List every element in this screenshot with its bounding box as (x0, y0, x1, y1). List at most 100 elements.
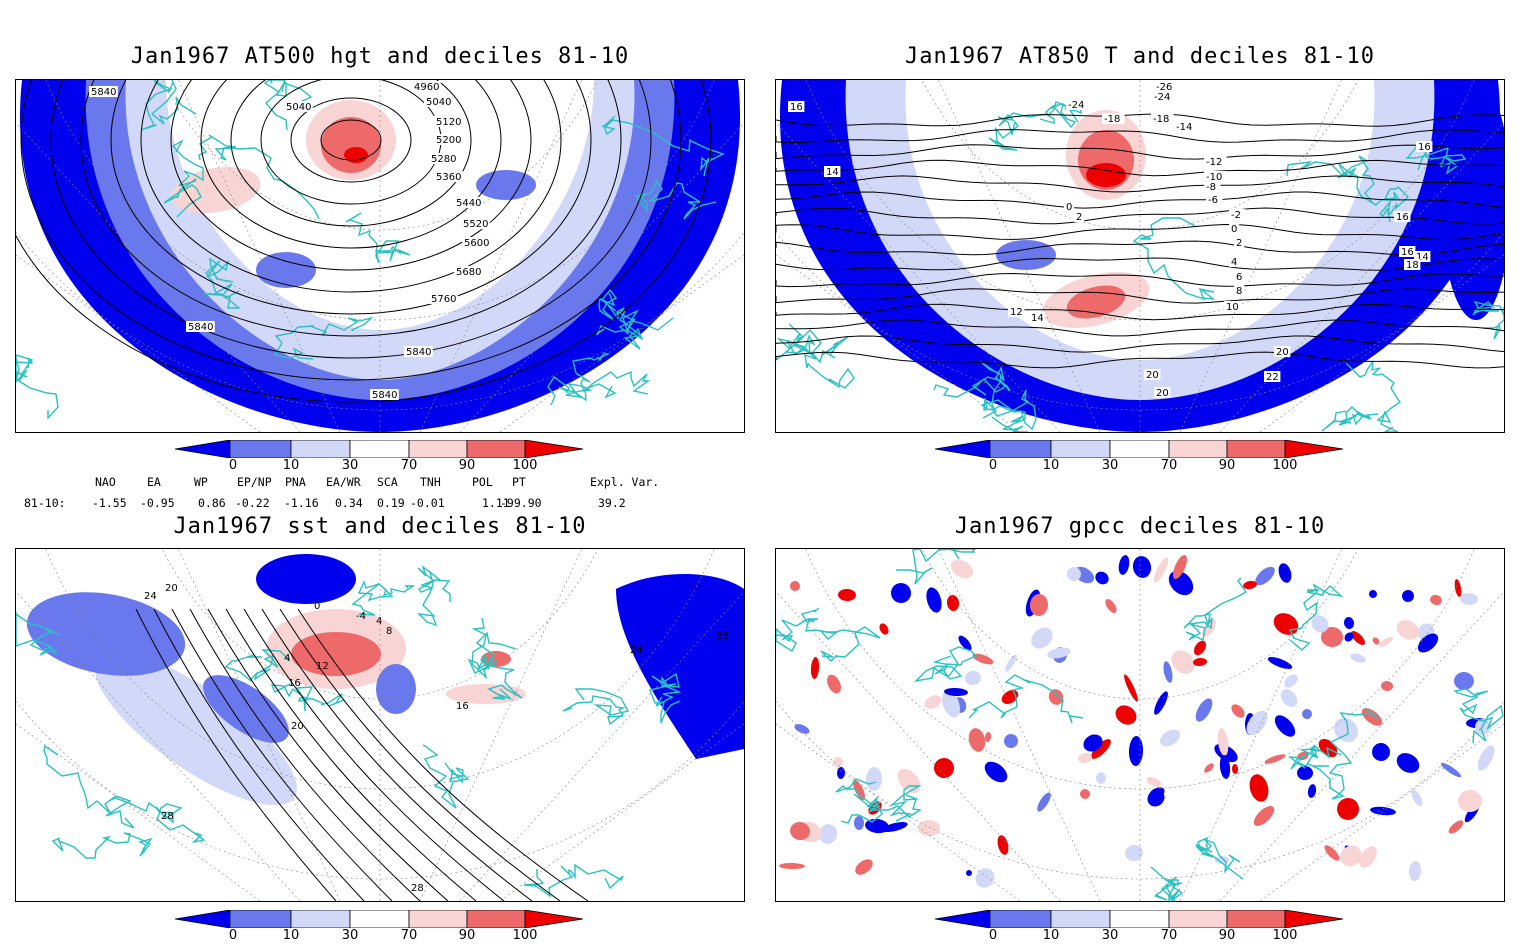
precip-decile-patch (1408, 861, 1422, 881)
precip-decile-patch (926, 587, 942, 613)
contour-label: 5600 (464, 238, 489, 249)
precip-decile-patch (1118, 555, 1130, 575)
precip-decile-patch (1475, 719, 1491, 735)
colorbar-tick-label: 100 (512, 458, 538, 473)
contour-label: 4 (1231, 257, 1237, 268)
meridian-line (178, 80, 341, 432)
parallel-line (805, 549, 1475, 790)
colorbar-swatch (1050, 909, 1111, 929)
precip-decile-patch (1454, 579, 1462, 597)
contour-label: 16 (1401, 247, 1414, 258)
precip-decile-patch (897, 768, 921, 794)
precip-decile-patch (1253, 805, 1275, 827)
contour-label-bg (1414, 251, 1431, 262)
coastline (467, 656, 523, 700)
precip-decile-patch (790, 581, 800, 591)
precip-decile-patch (1396, 620, 1420, 640)
precip-decile-patch (1430, 594, 1442, 606)
coastline (1286, 155, 1375, 203)
meridian-line (459, 591, 744, 901)
precip-decile-patch (833, 757, 843, 767)
contour-label-bg (1074, 211, 1085, 222)
height-contour (170, 80, 532, 271)
precip-decile-patch (1302, 709, 1312, 719)
contour-label-bg (370, 389, 399, 400)
precip-decile-patch (1477, 745, 1495, 771)
coastline (110, 797, 206, 844)
precip-decile-patch (1255, 566, 1275, 586)
index-header: EP/NP (237, 475, 272, 489)
decile-shading (203, 675, 289, 743)
precip-decile-patch (1029, 594, 1049, 616)
colorbar-swatch (408, 909, 468, 929)
contour-label: 20 (1146, 370, 1159, 381)
contour-line (776, 351, 1504, 369)
colorbar-swatches (174, 439, 584, 459)
contour-label-bg (404, 346, 433, 357)
contour-label: -18 (1104, 114, 1120, 125)
contour-line (776, 191, 1504, 209)
colorbar-tick-label: 0 (988, 928, 998, 943)
index-value: -0.01 (410, 496, 445, 510)
coastline (853, 785, 922, 822)
contour-label-bg (1206, 194, 1223, 205)
precip-decile-patch (968, 728, 986, 752)
contour-label: 8 (1236, 286, 1242, 297)
sst-contour (135, 608, 337, 901)
colorbar-tick-label: 10 (1042, 928, 1060, 943)
coastline (601, 115, 725, 177)
contour-label: 0 (314, 601, 320, 612)
precip-decile-patch (984, 761, 1008, 783)
contour-label-bg (1204, 181, 1221, 192)
decile-shading (376, 664, 416, 714)
colorbar-tick-label: 0 (988, 458, 998, 473)
precip-decile-patch (1334, 717, 1358, 743)
contour-label-bg (1394, 211, 1411, 222)
precip-decile-patch (1307, 784, 1317, 798)
precip-decile-patch (852, 779, 866, 801)
precip-decile-patch (1351, 631, 1365, 645)
coastline (422, 744, 470, 809)
meridian-line (938, 549, 1101, 901)
coastline (988, 112, 1055, 151)
contour-label: 8 (386, 626, 392, 637)
contour-label-bg (788, 101, 805, 112)
colorbar-swatch (290, 909, 351, 929)
contour-label: -14 (1176, 122, 1192, 133)
contour-label: 5840 (188, 322, 213, 333)
height-contour (20, 80, 682, 381)
contour-label-bg (434, 134, 463, 145)
colorbar-swatch (1168, 439, 1228, 459)
decile-shading (95, 652, 297, 806)
sst-contour (171, 608, 393, 901)
decile-shading (344, 147, 368, 163)
colorbar-tick-label: 100 (1272, 458, 1298, 473)
contour-label: -26 (1156, 82, 1172, 93)
precip-decile-patch (1280, 689, 1298, 707)
coastline (805, 617, 881, 662)
coastline (547, 375, 617, 406)
colorbar-swatch (1109, 439, 1170, 459)
index-row-label: 81-10: (24, 496, 66, 510)
precip-decile-patch (1324, 845, 1340, 861)
map-panel-sst: 24 20 0 -4 4 8 12 16 20 28 28 24 28 16 4 (15, 548, 745, 902)
precip-decile-patch (853, 816, 865, 830)
coastline (596, 309, 644, 350)
contour-label: 18 (1406, 260, 1419, 271)
index-header: EA (147, 475, 161, 489)
coastline (345, 212, 411, 264)
precip-decile-patch (1311, 615, 1329, 633)
map-gpcc-svg (776, 549, 1504, 901)
contour-label: 5280 (431, 154, 456, 165)
colorbar-tick-label: 90 (458, 458, 476, 473)
precip-decile-patch (794, 724, 810, 734)
colorbar-sst: 0 10 30 70 90 100 (174, 909, 595, 950)
contour-line (776, 319, 1504, 337)
precip-decile-patch (1369, 590, 1377, 598)
precip-decile-patch (1402, 590, 1414, 602)
map-panel-t850: -26 -24 -24 -18 -18 -14 -12 -10 -8 -6 -2 0 2 4 6 8 10 12 1… (775, 79, 1505, 433)
colorbar-tick-label: 30 (1101, 458, 1119, 473)
precip-decile-patch (1146, 777, 1162, 787)
coastline (1150, 866, 1184, 901)
coastline (1183, 577, 1248, 642)
